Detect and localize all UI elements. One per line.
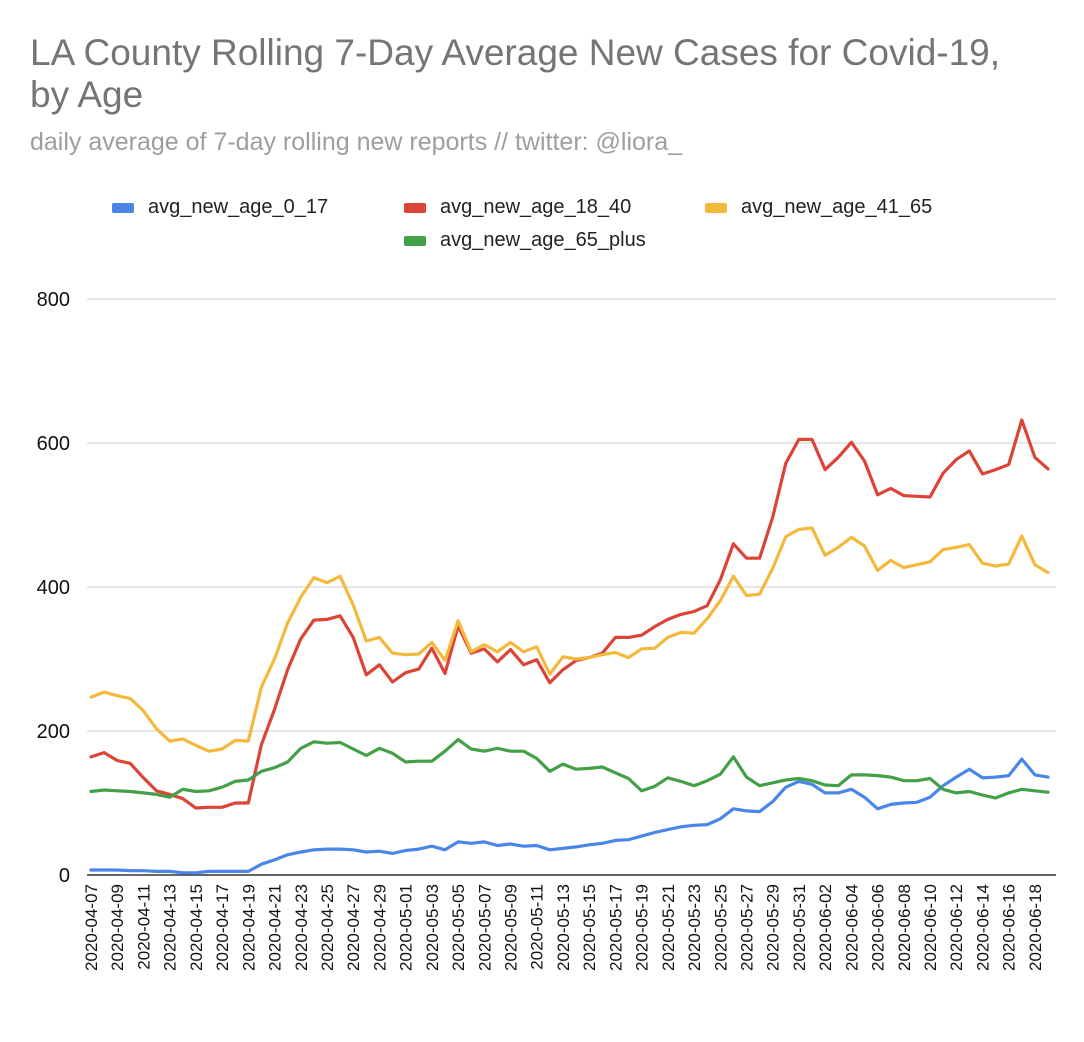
x-tick-label: 2020-05-01 xyxy=(397,884,416,971)
series-line-avg_new_age_65_plus[interactable] xyxy=(89,738,1050,800)
x-tick-label: 2020-05-17 xyxy=(606,884,625,971)
x-tick-label: 2020-06-06 xyxy=(869,884,888,971)
x-tick-label: 2020-06-16 xyxy=(1000,884,1019,971)
x-tick-label: 2020-06-18 xyxy=(1026,884,1045,971)
x-tick-label: 2020-05-29 xyxy=(764,884,783,971)
series-line-avg_new_age_41_65[interactable] xyxy=(89,526,1050,753)
x-tick-label: 2020-06-12 xyxy=(947,884,966,971)
x-tick-label: 2020-05-19 xyxy=(633,884,652,971)
series-line-avg_new_age_18_40[interactable] xyxy=(89,418,1050,810)
x-tick-label: 2020-06-04 xyxy=(842,884,861,971)
legend-item-65-plus[interactable]: avg_new_age_65_plus xyxy=(404,229,646,252)
x-tick-label: 2020-04-13 xyxy=(161,884,180,971)
x-tick-label: 2020-05-11 xyxy=(528,884,547,970)
legend-swatch-65-plus xyxy=(404,235,426,246)
x-tick-label: 2020-04-09 xyxy=(108,884,127,971)
legend-label-65-plus: avg_new_age_65_plus xyxy=(440,229,646,251)
chart-subtitle: daily average of 7-day rolling new repor… xyxy=(30,128,683,156)
legend-item-41-65[interactable]: avg_new_age_41_65 xyxy=(705,196,932,219)
x-tick-label: 2020-05-27 xyxy=(737,884,756,971)
x-tick-label: 2020-04-07 xyxy=(82,884,101,971)
legend-item-18-40[interactable]: avg_new_age_18_40 xyxy=(404,196,631,219)
legend-item-0-17[interactable]: avg_new_age_0_17 xyxy=(112,196,328,219)
y-tick-label-800: 800 xyxy=(37,289,70,311)
x-tick-label: 2020-06-02 xyxy=(816,884,835,971)
x-tick-label: 2020-04-23 xyxy=(292,884,311,971)
x-tick-label: 2020-05-15 xyxy=(580,884,599,971)
x-tick-label: 2020-05-23 xyxy=(685,884,704,971)
legend-swatch-0-17 xyxy=(112,202,134,213)
x-tick-label: 2020-05-09 xyxy=(502,884,521,971)
legend-swatch-41-65 xyxy=(705,202,727,213)
x-tick-label: 2020-04-15 xyxy=(187,884,206,971)
series-line-avg_new_age_0_17[interactable] xyxy=(89,757,1050,875)
chart-title: LA County Rolling 7-Day Average New Case… xyxy=(30,32,1001,115)
x-tick-label: 2020-04-21 xyxy=(266,884,285,971)
x-tick-label: 2020-04-29 xyxy=(370,884,389,971)
x-tick-label: 2020-05-03 xyxy=(423,884,442,971)
x-tick-label: 2020-06-08 xyxy=(895,884,914,971)
x-tick-label: 2020-05-25 xyxy=(711,884,730,971)
x-tick-label: 2020-06-10 xyxy=(921,884,940,971)
x-tick-label: 2020-04-27 xyxy=(344,884,363,971)
x-tick-label: 2020-04-11 xyxy=(134,884,153,970)
y-tick-label-200: 200 xyxy=(37,721,70,743)
legend-swatch-18-40 xyxy=(404,202,426,213)
y-tick-label-600: 600 xyxy=(37,433,70,455)
x-tick-label: 2020-05-07 xyxy=(475,884,494,971)
y-tick-label-0: 0 xyxy=(59,865,70,887)
x-tick-label: 2020-04-25 xyxy=(318,884,337,971)
x-tick-label: 2020-05-21 xyxy=(659,884,678,971)
legend-label-0-17: avg_new_age_0_17 xyxy=(148,196,329,218)
y-tick-label-400: 400 xyxy=(37,577,70,599)
legend-label-18-40: avg_new_age_18_40 xyxy=(440,196,632,218)
x-tick-label: 2020-06-14 xyxy=(973,884,992,971)
legend-label-41-65: avg_new_age_41_65 xyxy=(741,196,933,218)
x-tick-label: 2020-05-05 xyxy=(449,884,468,971)
x-tick-label: 2020-04-19 xyxy=(239,884,258,971)
x-tick-label: 2020-04-17 xyxy=(213,884,232,971)
x-tick-label: 2020-05-13 xyxy=(554,884,573,971)
x-tick-label: 2020-05-31 xyxy=(790,884,809,971)
